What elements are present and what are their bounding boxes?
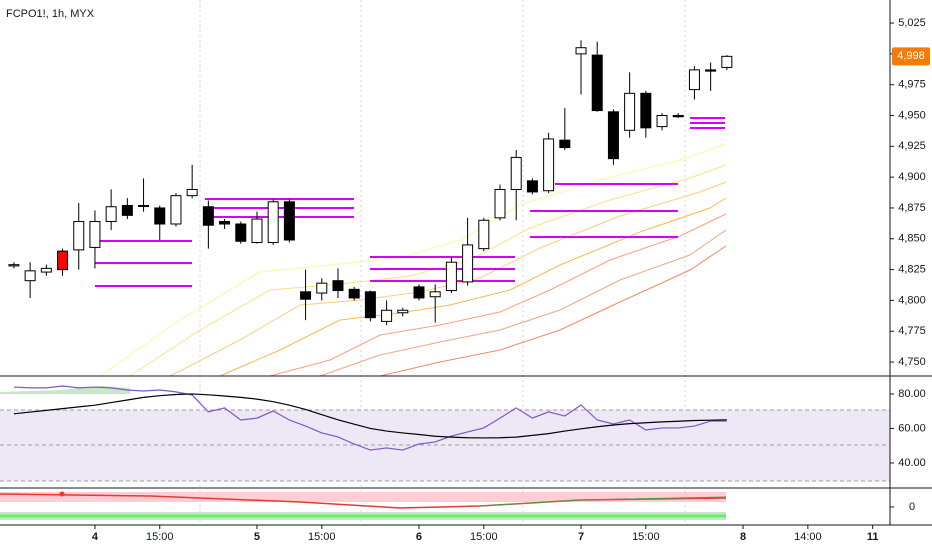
y-tick-label: 4,800 [898,294,926,306]
indicator-line [13,393,727,439]
ma-line [269,213,727,377]
candle-body [591,54,603,112]
candle-body [526,180,538,193]
candle-body [364,291,376,319]
indicator-line [13,385,727,451]
y-tick-label: 40.00 [898,457,926,469]
x-tick-label: 8 [740,531,746,543]
ma-line [319,229,727,377]
y-tick-label: 4,825 [898,264,926,276]
chart-title: FCPO1!, 1h, MYX [6,8,95,20]
candle-body [121,204,133,216]
x-tick-label: 4 [92,531,99,543]
x-tick-label: 15:00 [308,531,336,543]
bottom-indicator [0,491,727,520]
x-tick-label: 15:00 [632,531,660,543]
y-tick-label: 4,975 [898,79,926,91]
candle-body [575,47,587,55]
indicator-dot [59,491,65,497]
candle-body [267,201,279,243]
y-tick-label: 4,900 [898,171,926,183]
indicator-band [0,492,726,502]
x-tick-label: 15:00 [146,531,174,543]
candle-body [445,261,457,292]
y-tick-label: 4,925 [898,140,926,152]
candle-body [8,264,20,267]
candle-body [543,138,555,192]
candle-body [154,207,166,225]
candle-body [510,156,522,190]
last-price-box [892,47,930,66]
candle-body [73,221,85,251]
candle-body [332,280,344,292]
last-price-label: 4,998 [897,50,925,62]
ma-line [219,197,727,377]
candle-body [721,55,733,68]
ma-line [379,245,727,377]
x-tick-label: 15:00 [470,531,498,543]
candle-body [235,223,247,242]
indicator-line [479,496,727,507]
x-tick-label: 14:00 [794,531,822,543]
y-tick-label: 4,875 [898,202,926,214]
rsi-levels [0,409,890,482]
candle-body [57,250,69,271]
candle-body [316,282,328,294]
x-tick-label: 6 [416,531,422,543]
x-tick-label: 11 [867,531,879,543]
candle-body [462,244,474,283]
y-tick-label: 4,950 [898,109,926,121]
candle-body [251,218,263,243]
candle-body [89,221,101,248]
y-tick-label: 4,850 [898,233,926,245]
candle-body [186,188,198,197]
candle-body [348,288,360,299]
candle-body [559,139,571,149]
candle-body [138,204,150,207]
candle-body [705,69,717,72]
ma-line [99,143,727,377]
candle-body [170,195,182,225]
y-tick-label: 80.00 [898,388,926,400]
y-tick-label: 60.00 [898,422,926,434]
candle-body [300,291,312,300]
candle-body [381,309,393,322]
y-tick-label: 4,775 [898,325,926,337]
candle-body [688,69,700,91]
candle-body [105,206,117,223]
candle-body [494,188,506,219]
candle-body [624,92,636,131]
candle-body [672,115,684,118]
candle-body [478,219,490,250]
candle-body [219,221,231,225]
candle-body [640,92,652,129]
level-lines [95,117,725,287]
y-tick-label: 0 [909,501,915,513]
candle-body [40,267,52,273]
rsi-overbought-fill [0,386,130,394]
y-tick-label: 4,750 [898,356,926,368]
candle-body [283,201,295,241]
candle-body [413,286,425,299]
candle-body [202,206,214,226]
candle-body [429,291,441,298]
candle-body [656,115,668,128]
candle-body [24,270,36,282]
y-tick-label: 5,025 [898,17,926,29]
candle-body [607,111,619,160]
x-tick-label: 5 [254,531,260,543]
x-tick-label: 7 [578,531,584,543]
candle-body [397,309,409,314]
